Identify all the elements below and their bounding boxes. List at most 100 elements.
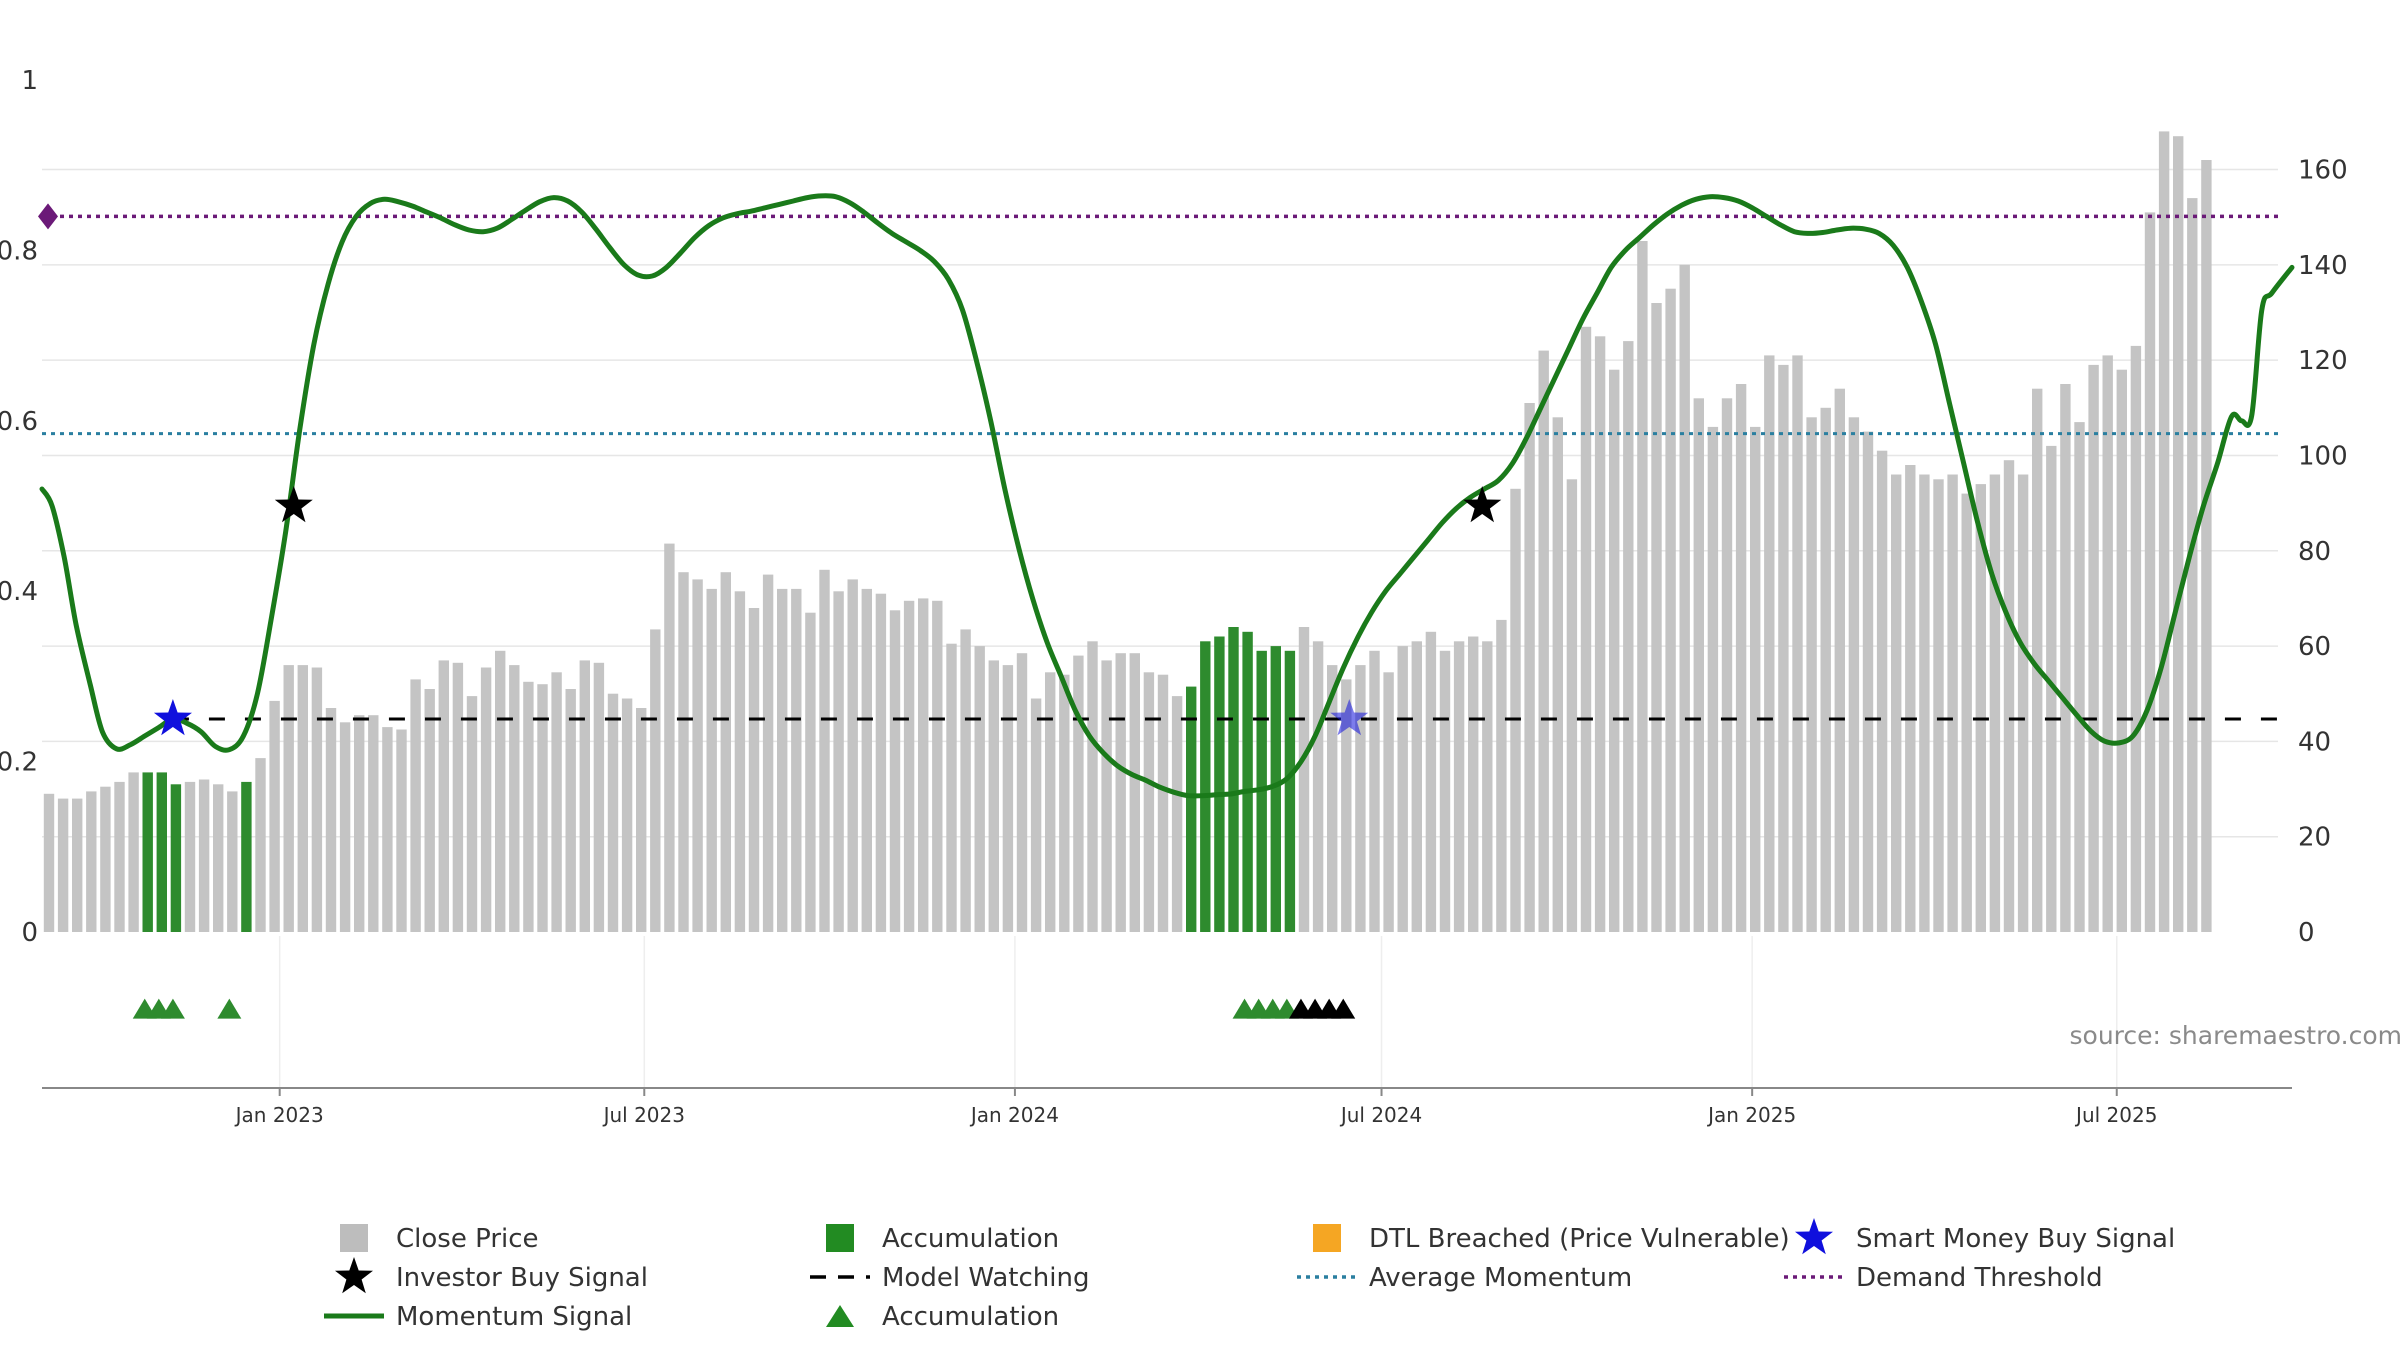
close-price-bar (2003, 460, 2015, 932)
legend-swatch-close (340, 1224, 368, 1252)
close-price-bar (72, 798, 83, 932)
close-price-bar (86, 791, 97, 932)
close-price-bar (579, 660, 590, 932)
x-tick-label: Jul 2023 (602, 1103, 685, 1127)
close-price-bar (1425, 631, 1437, 932)
right-tick-label: 20 (2298, 823, 2331, 853)
accumulation-bar (1186, 686, 1197, 932)
close-price-bar (269, 700, 280, 932)
close-price-bar (523, 681, 534, 932)
close-price-bar (551, 672, 562, 932)
right-tick-label: 60 (2298, 632, 2331, 662)
accumulation-bar (142, 772, 153, 932)
close-price-bar (678, 572, 689, 932)
close-price-bar (819, 569, 830, 932)
close-price-bar (593, 662, 605, 932)
smart-money-buy-star (1330, 699, 1369, 736)
legend-label-acc_tri: Accumulation (882, 1302, 1059, 1332)
close-price-bar (650, 629, 661, 932)
right-tick-label: 160 (2298, 156, 2348, 186)
close-price-bar (720, 572, 731, 932)
close-price-bar (1355, 665, 1366, 932)
close-price-bar (974, 646, 985, 932)
close-price-bar (1073, 655, 1084, 932)
legend-label-dtl: DTL Breached (Price Vulnerable) (1369, 1224, 1790, 1254)
accumulation-bar (1228, 627, 1239, 932)
close-price-bar (1129, 653, 1140, 932)
close-price-bar (1157, 674, 1169, 932)
x-tick-label: Jan 2023 (234, 1103, 324, 1127)
left-tick-label: 0.2 (0, 748, 38, 778)
close-price-bar (438, 660, 449, 932)
close-price-bar (1341, 679, 1352, 932)
close-price-bar (1764, 355, 1775, 932)
close-price-bar (184, 781, 196, 932)
close-price-bar (452, 662, 464, 932)
close-price-bar (198, 779, 210, 932)
close-price-bar (1637, 241, 1648, 932)
close-price-bar (847, 579, 858, 932)
close-price-bar (255, 758, 266, 932)
signal-markers (132, 486, 1502, 1019)
close-price-bar (2144, 212, 2156, 932)
close-price-bar (1059, 674, 1070, 932)
legend-label-momentum: Momentum Signal (396, 1302, 632, 1332)
close-price-bar (1171, 696, 1183, 932)
close-price-bar (311, 667, 323, 932)
close-price-bar (1397, 646, 1408, 932)
close-price-bar (43, 793, 55, 932)
close-price-bar (2032, 388, 2043, 932)
close-price-bar (1143, 672, 1155, 932)
close-price-bar (1016, 653, 1028, 932)
close-price-bar (1439, 650, 1451, 932)
x-tick-label: Jan 2024 (969, 1103, 1059, 1127)
close-price-bar (1411, 641, 1422, 932)
demand-threshold-marker (38, 203, 58, 230)
close-price-bar (1891, 474, 1902, 932)
investor-buy-star (274, 486, 313, 523)
close-price-bar (1552, 417, 1563, 932)
accumulation-bar (1200, 641, 1211, 932)
close-price-bar (903, 600, 915, 932)
right-tick-label: 80 (2298, 537, 2331, 567)
close-price-bar (1750, 426, 1761, 932)
close-price-bar (1679, 264, 1690, 932)
close-price-bar (1735, 384, 1747, 932)
close-price-bar (1609, 369, 1620, 932)
accumulation-bar (1284, 650, 1296, 932)
accumulation-bar (1242, 631, 1253, 932)
close-price-bar (2046, 445, 2057, 932)
close-price-bar (1933, 479, 1944, 932)
close-price-bar (918, 598, 929, 932)
close-price-bar (100, 786, 111, 932)
close-price-bar (1524, 403, 1535, 932)
close-price-bar (1707, 426, 1719, 932)
close-price-bar (1651, 303, 1662, 932)
close-price-bar (128, 772, 139, 932)
left-tick-label: 0 (21, 918, 38, 948)
x-tick-label: Jul 2024 (1339, 1103, 1422, 1127)
close-price-bar (1030, 698, 1042, 932)
accumulation-triangle (160, 998, 185, 1019)
legend-swatch-dtl (1313, 1224, 1341, 1252)
accumulation-bar (170, 784, 182, 932)
close-price-bar (791, 588, 802, 932)
close-price-bar (621, 698, 633, 932)
close-price-bar (2017, 474, 2029, 932)
close-price-bar (1327, 665, 1338, 932)
close-price-bar (2173, 136, 2184, 932)
accumulation-bar (241, 781, 252, 932)
legend-swatch-investor (335, 1257, 373, 1294)
close-price-bar (565, 689, 576, 932)
momentum-signal-line (39, 193, 2295, 799)
close-price-bar (509, 665, 520, 932)
close-price-bar (1623, 341, 1634, 933)
close-price-bar (368, 715, 379, 932)
close-price-bar (424, 689, 435, 932)
close-price-bar (1045, 672, 1056, 932)
close-price-bar (833, 591, 844, 932)
left-tick-label: 0.8 (0, 236, 38, 266)
close-price-bar (1693, 398, 1704, 932)
x-tick-label: Jul 2025 (2074, 1103, 2157, 1127)
close-price-bar (1594, 336, 1606, 932)
